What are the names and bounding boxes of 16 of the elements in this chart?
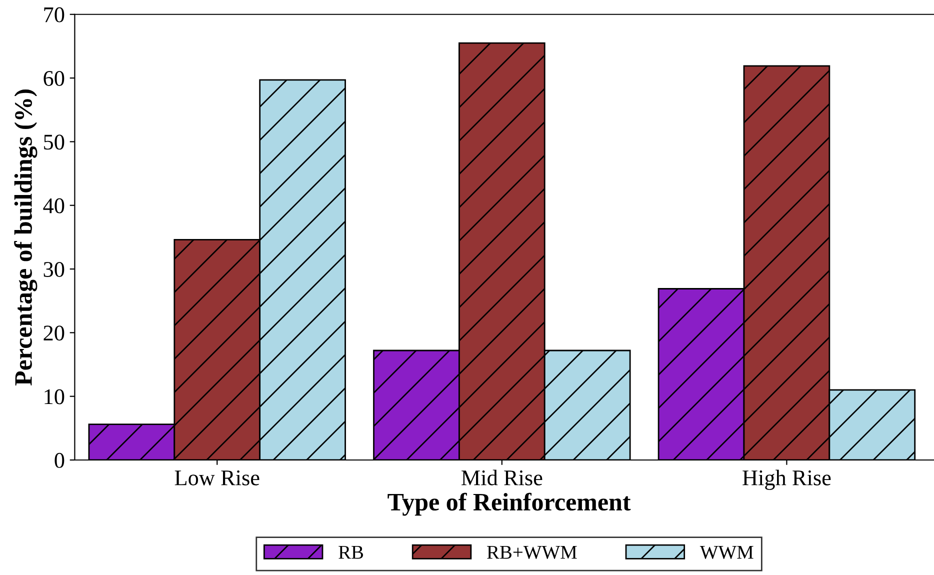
legend-label: RB — [338, 546, 364, 559]
legend-label: RB+WWM — [487, 546, 577, 559]
y-tick-label: 10 — [44, 389, 64, 404]
y-tick-label: 0 — [54, 452, 64, 468]
x-tick-label: Low Rise — [174, 470, 260, 486]
y-tick-label: 60 — [44, 70, 64, 86]
y-tick-label: 40 — [43, 198, 64, 214]
y-axis-title: Percentage of buildings (%) — [14, 90, 38, 386]
x-tick-label: High Rise — [742, 470, 831, 490]
legend-label: WWM — [700, 546, 754, 559]
x-axis-title: Type of Reinforcement — [388, 492, 631, 516]
y-tick-label: 30 — [44, 262, 64, 277]
y-tick-label: 20 — [44, 326, 64, 341]
x-tick-label: Mid Rise — [461, 470, 542, 486]
y-tick-label: 50 — [44, 134, 64, 150]
y-tick-label: 70 — [44, 7, 64, 22]
